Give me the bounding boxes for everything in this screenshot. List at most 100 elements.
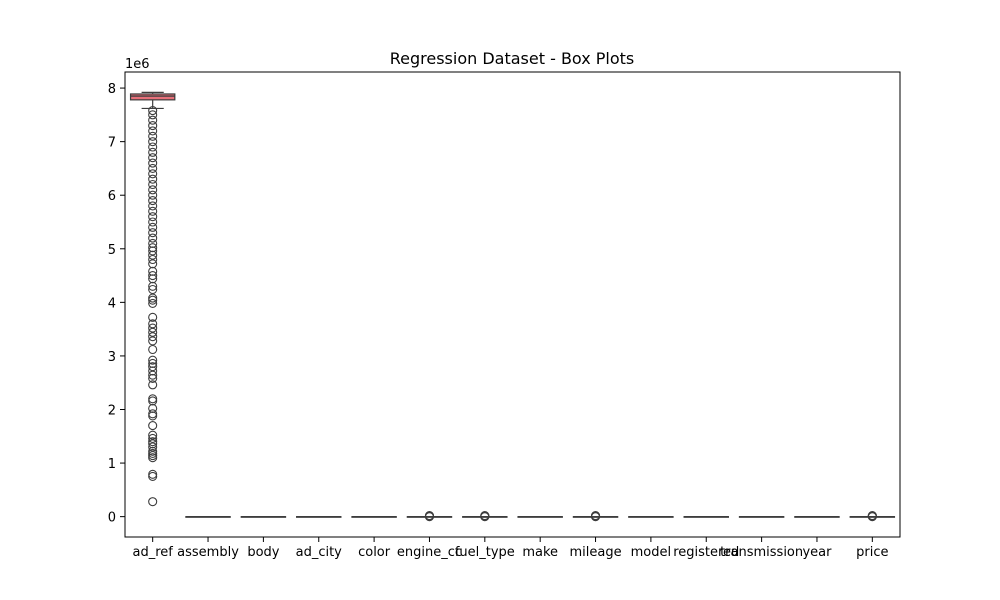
x-tick-label: price (856, 545, 888, 560)
outlier-point (148, 323, 158, 333)
outlier-point (148, 437, 158, 447)
box-body (240, 515, 287, 518)
box-registered (683, 515, 729, 518)
y-tick-label: 3 (108, 350, 116, 365)
outlier-point (148, 469, 158, 479)
y-tick-label: 0 (108, 511, 116, 526)
box-model (628, 515, 674, 518)
box-make (517, 515, 563, 518)
outlier-point (148, 358, 158, 368)
outlier-point (148, 271, 158, 281)
x-tick-label: ad_city (296, 545, 343, 560)
box-year (794, 515, 840, 518)
box-color (351, 515, 397, 518)
outlier-point (867, 511, 877, 521)
y-tick-label: 4 (108, 296, 116, 311)
outlier-point (148, 380, 158, 390)
outlier-point (148, 179, 158, 190)
outlier-point (148, 243, 158, 253)
outlier-point (148, 332, 158, 342)
x-tick-label: make (522, 545, 558, 560)
x-tick-label: assembly (177, 545, 239, 560)
x-tick-label: year (802, 545, 832, 560)
outlier-point (148, 222, 158, 232)
box-ad_city (296, 515, 342, 518)
box-fuel_type (462, 511, 508, 522)
box-price (849, 511, 896, 522)
outlier-point (148, 196, 158, 206)
outlier-point (148, 497, 158, 507)
outlier-point (148, 142, 158, 152)
outlier-point (148, 106, 158, 116)
outlier-point (148, 126, 158, 136)
x-tick-label: mileage (569, 545, 621, 560)
outlier-point (424, 511, 435, 521)
outlier-point (148, 355, 158, 365)
box-transmission (738, 515, 785, 518)
outlier-point (590, 511, 601, 521)
x-tick-label: body (247, 545, 279, 560)
y-tick-label: 7 (108, 136, 116, 151)
outlier-point (148, 403, 158, 413)
x-tick-label: ad_ref (132, 545, 173, 560)
x-tick-label: model (631, 545, 671, 560)
outlier-point (148, 421, 158, 431)
outlier-point (148, 163, 158, 173)
outlier-point (148, 344, 158, 355)
outlier-point (148, 293, 158, 303)
outlier-point (148, 158, 158, 168)
outlier-point (148, 212, 158, 222)
outlier-point (148, 312, 158, 322)
y-tick-label: 2 (108, 404, 116, 419)
outlier-point (148, 190, 158, 200)
outlier-point (148, 153, 158, 163)
chart-title: Regression Dataset - Box Plots (390, 49, 635, 68)
outlier-point (148, 201, 158, 211)
x-tick-label: engine_cc (397, 545, 462, 560)
outlier-point (148, 362, 158, 372)
outlier-point (148, 336, 158, 346)
outlier-point (148, 430, 158, 440)
y-tick-label: 6 (108, 189, 116, 204)
outlier-point (148, 185, 158, 195)
box-assembly (185, 515, 231, 518)
outlier-point (148, 370, 158, 380)
outlier-point (148, 254, 158, 265)
x-tick-label: color (358, 545, 391, 560)
x-tick-label: fuel_type (455, 545, 515, 560)
outlier-point (148, 319, 158, 329)
y-axis-offset-label: 1e6 (125, 57, 150, 72)
box-iqr (129, 93, 176, 101)
outlier-point (148, 327, 158, 337)
outlier-point (148, 284, 158, 295)
x-tick-label: transmission (720, 545, 803, 560)
outlier-point (148, 433, 158, 443)
outlier-point (148, 147, 158, 157)
x-axis: ad_ref assembly body ad_city color engine_ccf… (132, 537, 889, 560)
plot-area (129, 91, 896, 522)
y-axis: 0 1 2 3 4 5 6 7 8 (108, 82, 125, 526)
outlier-point (148, 238, 158, 248)
outlier-point (148, 298, 158, 308)
outlier-point (148, 409, 158, 419)
y-tick-label: 1 (108, 457, 116, 472)
outlier-point (480, 511, 490, 521)
outlier-point (148, 217, 158, 227)
outlier-point (148, 110, 158, 120)
outlier-point (148, 206, 158, 216)
outlier-point (148, 131, 158, 141)
outlier-point (148, 115, 158, 125)
outlier-point (148, 259, 158, 269)
outlier-point (148, 442, 158, 452)
y-tick-label: 5 (108, 243, 116, 258)
box-engine_cc (406, 511, 453, 522)
outlier-point (148, 174, 158, 184)
plot-frame (124, 71, 901, 538)
x-tick-label: registered (673, 545, 739, 560)
outlier-point (148, 228, 158, 238)
outlier-point (148, 121, 158, 131)
y-tick-label: 8 (108, 82, 116, 97)
box-ad_ref (129, 91, 176, 507)
outlier-point (148, 169, 158, 179)
